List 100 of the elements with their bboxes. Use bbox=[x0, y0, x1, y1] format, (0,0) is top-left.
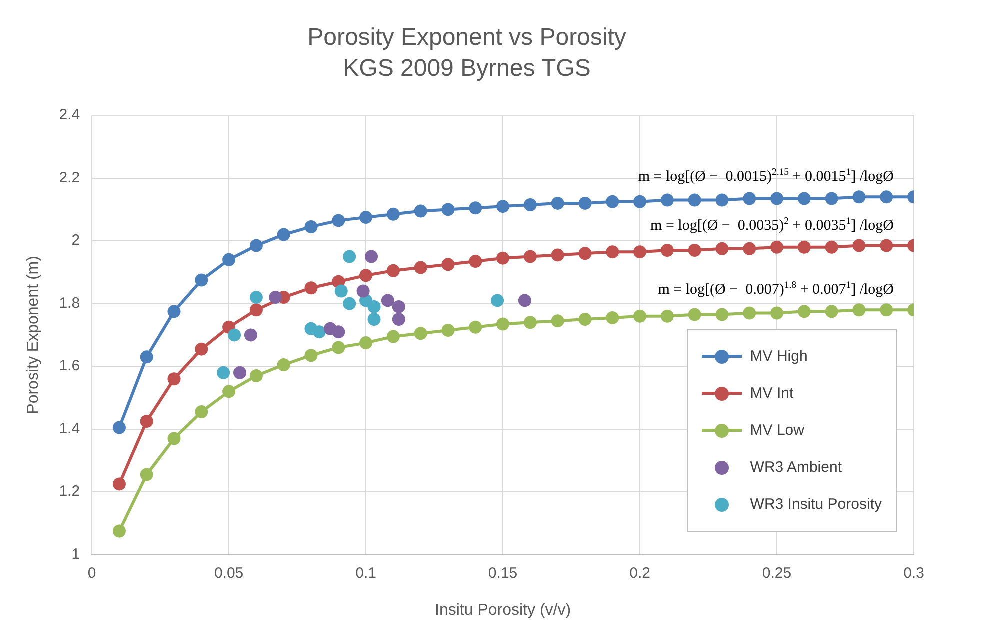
point bbox=[524, 198, 537, 212]
point bbox=[392, 313, 406, 326]
point bbox=[798, 305, 811, 318]
point bbox=[343, 297, 356, 310]
point bbox=[343, 250, 356, 264]
point bbox=[770, 306, 784, 320]
point bbox=[518, 294, 532, 308]
point bbox=[386, 330, 400, 344]
point bbox=[360, 269, 373, 282]
point bbox=[392, 300, 406, 314]
point bbox=[334, 284, 348, 298]
point bbox=[360, 336, 373, 350]
point bbox=[277, 228, 290, 242]
point bbox=[304, 220, 318, 234]
point bbox=[469, 254, 482, 268]
point bbox=[606, 195, 620, 208]
point bbox=[880, 190, 894, 204]
x-axis-title: Insitu Porosity (v/v) bbox=[435, 602, 572, 619]
point bbox=[606, 311, 620, 324]
point bbox=[551, 314, 564, 328]
point bbox=[332, 341, 346, 354]
point bbox=[277, 358, 290, 372]
point bbox=[414, 204, 428, 218]
point bbox=[578, 247, 592, 260]
point bbox=[798, 240, 811, 254]
point bbox=[852, 239, 866, 252]
point bbox=[606, 246, 620, 259]
point bbox=[524, 250, 537, 264]
point bbox=[743, 192, 756, 206]
point bbox=[716, 194, 729, 207]
point bbox=[168, 432, 181, 446]
point bbox=[222, 253, 236, 266]
point bbox=[386, 208, 400, 221]
point bbox=[551, 248, 564, 262]
y-tick-label: 1.8 bbox=[59, 294, 80, 312]
y-tick-label: 1.6 bbox=[59, 358, 80, 375]
point bbox=[140, 468, 154, 482]
point bbox=[770, 192, 784, 206]
point bbox=[578, 196, 592, 210]
point bbox=[140, 414, 154, 428]
x-tick-label: 0 bbox=[88, 564, 96, 582]
point bbox=[244, 328, 258, 342]
x-tick-label: 0.2 bbox=[630, 564, 650, 582]
point bbox=[195, 342, 208, 356]
legend-label: MV Int bbox=[750, 385, 794, 402]
point bbox=[469, 320, 482, 334]
point bbox=[688, 194, 702, 207]
point bbox=[880, 239, 894, 252]
x-tick-label: 0.15 bbox=[488, 564, 518, 582]
point bbox=[250, 369, 263, 382]
point bbox=[442, 324, 455, 337]
point bbox=[112, 421, 126, 434]
point bbox=[634, 195, 647, 208]
point bbox=[688, 308, 702, 322]
point bbox=[442, 203, 455, 216]
point bbox=[250, 239, 263, 252]
point bbox=[551, 196, 564, 210]
point bbox=[140, 350, 154, 364]
point bbox=[386, 264, 400, 278]
point bbox=[716, 242, 729, 256]
point bbox=[112, 524, 126, 538]
point bbox=[360, 211, 373, 224]
point bbox=[304, 349, 318, 362]
y-tick-label: 1.4 bbox=[59, 420, 80, 438]
point bbox=[195, 406, 208, 419]
point bbox=[228, 328, 242, 342]
legend-label: MV Low bbox=[750, 422, 804, 439]
point bbox=[798, 192, 811, 206]
point bbox=[250, 291, 263, 304]
point bbox=[112, 478, 126, 491]
point bbox=[442, 258, 455, 272]
x-tick-label: 0.05 bbox=[214, 564, 244, 582]
point bbox=[168, 372, 181, 386]
chart-subtitle: KGS 2009 Byrnes TGS bbox=[343, 54, 591, 82]
y-tick-label: 1 bbox=[72, 546, 80, 563]
point bbox=[660, 310, 674, 323]
point bbox=[312, 326, 326, 339]
point bbox=[825, 240, 838, 254]
point bbox=[195, 274, 208, 287]
point bbox=[825, 192, 838, 206]
point bbox=[381, 294, 394, 308]
point bbox=[660, 244, 674, 257]
point bbox=[524, 316, 537, 330]
y-tick-label: 1.2 bbox=[59, 483, 80, 500]
point bbox=[634, 246, 647, 259]
point bbox=[852, 190, 866, 204]
point bbox=[365, 250, 378, 264]
legend-label: MV High bbox=[750, 348, 808, 365]
point bbox=[660, 194, 674, 207]
point bbox=[852, 304, 866, 317]
point bbox=[368, 300, 381, 314]
point bbox=[469, 202, 482, 215]
point bbox=[825, 305, 838, 318]
legend-label: WR3 Ambient bbox=[750, 459, 842, 476]
point bbox=[688, 244, 702, 257]
point bbox=[578, 313, 592, 326]
point bbox=[304, 282, 318, 295]
point bbox=[332, 214, 346, 228]
point bbox=[234, 366, 247, 380]
point bbox=[168, 305, 181, 318]
